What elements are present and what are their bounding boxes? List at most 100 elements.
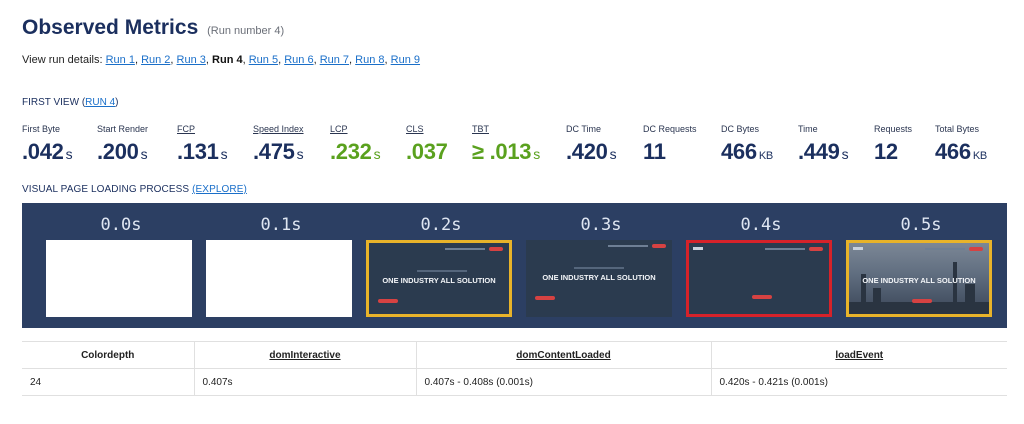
metric-value: 466 <box>721 139 757 164</box>
run-current: Run 4 <box>212 54 243 66</box>
thumb-nav <box>608 245 648 247</box>
run-link-6[interactable]: Run 6 <box>284 54 314 66</box>
filmstrip-frame[interactable]: 0.3s ONE INDUSTRY ALL SOLUTION <box>522 203 680 328</box>
metric-unit: s <box>533 146 540 162</box>
run-link-1[interactable]: Run 1 <box>105 54 135 66</box>
thumb-kicker <box>574 267 624 269</box>
run-number: (Run number 4) <box>207 25 285 37</box>
metric-speed-index[interactable]: Speed Index .475 s <box>253 124 304 165</box>
metric-label[interactable]: FCP <box>177 124 195 134</box>
metric-dc-time: DC Time .420 s <box>566 124 617 165</box>
metric-value: .475 <box>253 139 295 164</box>
thumb-cta <box>809 247 823 251</box>
thumb-nav <box>445 248 485 250</box>
metric-unit: s <box>65 146 73 162</box>
thumb-kicker <box>417 270 467 272</box>
frame-screenshot[interactable] <box>686 240 832 317</box>
table-row: 24 0.407s 0.407s - 0.408s (0.001s) 0.420… <box>22 368 1007 396</box>
metric-label[interactable]: Speed Index <box>253 124 304 134</box>
metric-start-render: Start Render .200 s <box>97 124 148 165</box>
thumb-nav <box>925 248 965 250</box>
visual-loading-label: VISUAL PAGE LOADING PROCESS <box>22 184 190 195</box>
thumb-logo <box>693 247 703 250</box>
run-link-7[interactable]: Run 7 <box>319 54 350 66</box>
metric-label: DC Bytes <box>721 124 760 134</box>
cell-domcontentloaded: 0.407s - 0.408s (0.001s) <box>415 368 711 396</box>
thumb-tower <box>873 288 881 314</box>
run-link-2[interactable]: Run 2 <box>141 54 171 66</box>
thumb-tower <box>965 284 975 314</box>
metric-label: Requests <box>874 124 913 134</box>
metric-value: .131 <box>177 139 219 164</box>
metric-requests: Requests 12 <box>874 124 912 165</box>
metric-label: Time <box>798 124 818 134</box>
timings-table: Colordepth domInteractive domContentLoad… <box>22 341 1007 396</box>
visual-loading-heading: VISUAL PAGE LOADING PROCESS (EXPLORE) <box>22 184 247 195</box>
run-link-9[interactable]: Run 9 <box>390 54 421 66</box>
metric-label[interactable]: LCP <box>330 124 348 134</box>
explore-link[interactable]: (EXPLORE) <box>192 184 247 195</box>
metric-value: ≥ .013 <box>472 139 532 164</box>
frame-time: 0.0s <box>100 215 142 235</box>
frame-time: 0.5s <box>900 215 942 235</box>
thumb-button <box>912 299 932 303</box>
run-link-8[interactable]: Run 8 <box>355 54 385 66</box>
frame-screenshot[interactable]: ONE INDUSTRY ALL SOLUTION <box>846 240 992 317</box>
metric-unit: s <box>296 146 304 162</box>
metric-value: 466 <box>935 139 971 164</box>
cell-colordepth: 24 <box>22 368 194 396</box>
metric-unit: s <box>609 146 617 162</box>
metric-cls[interactable]: CLS .037 <box>406 124 450 165</box>
column-header-dominteractive[interactable]: domInteractive <box>193 341 416 369</box>
metric-value: .042 <box>22 139 64 164</box>
metric-lcp[interactable]: LCP .232 s <box>330 124 381 165</box>
thumb-tower <box>953 262 957 314</box>
column-header-loadevent[interactable]: loadEvent <box>710 341 1007 369</box>
metric-unit: KB <box>972 150 987 162</box>
frame-hero-text: ONE INDUSTRY ALL SOLUTION <box>862 276 976 285</box>
metric-label[interactable]: CLS <box>406 124 424 134</box>
thumb-cta <box>969 247 983 251</box>
first-view-heading: FIRST VIEW (RUN 4) <box>22 97 119 108</box>
run-details: View run details: Run 1, Run 2, Run 3, R… <box>22 54 421 66</box>
thumb-cta <box>489 247 503 251</box>
metric-label: Start Render <box>97 124 149 134</box>
filmstrip-frame[interactable]: 0.2s ONE INDUSTRY ALL SOLUTION <box>362 203 520 328</box>
first-view-label: FIRST VIEW <box>22 97 80 108</box>
thumb-ground <box>849 302 989 314</box>
first-view-run-link[interactable]: RUN 4 <box>85 97 116 108</box>
metric-label: DC Requests <box>643 124 697 134</box>
filmstrip-frame[interactable]: 0.1s <box>202 203 360 328</box>
metric-unit: s <box>220 146 228 162</box>
frame-time: 0.3s <box>580 215 622 235</box>
frame-hero-text: ONE INDUSTRY ALL SOLUTION <box>382 276 496 285</box>
thumb-button <box>535 296 555 300</box>
thumb-button <box>752 295 772 299</box>
filmstrip-frame[interactable]: 0.4s <box>682 203 840 328</box>
thumb-tower <box>861 274 866 314</box>
column-header-domcontentloaded[interactable]: domContentLoaded <box>415 341 711 369</box>
metric-label: Total Bytes <box>935 124 980 134</box>
metric-value: .200 <box>97 139 139 164</box>
frame-screenshot[interactable]: ONE INDUSTRY ALL SOLUTION <box>366 240 512 317</box>
metric-fcp[interactable]: FCP .131 s <box>177 124 228 165</box>
frame-screenshot[interactable] <box>46 240 192 317</box>
cell-dominteractive: 0.407s <box>193 368 416 396</box>
metric-unit: s <box>841 146 849 162</box>
run-link-5[interactable]: Run 5 <box>248 54 279 66</box>
frame-screenshot[interactable]: ONE INDUSTRY ALL SOLUTION <box>526 240 672 317</box>
metric-label[interactable]: TBT <box>472 124 489 134</box>
filmstrip-frame[interactable]: 0.0s <box>42 203 200 328</box>
thumb-nav <box>765 248 805 250</box>
frame-screenshot[interactable] <box>206 240 352 317</box>
metric-unit: s <box>373 146 381 162</box>
frame-hero-text: ONE INDUSTRY ALL SOLUTION <box>542 273 656 282</box>
frame-time: 0.2s <box>420 215 462 235</box>
metric-tbt[interactable]: TBT ≥ .013 s <box>472 124 540 165</box>
frame-time: 0.1s <box>260 215 302 235</box>
run-link-3[interactable]: Run 3 <box>176 54 206 66</box>
thumb-logo <box>853 247 863 250</box>
filmstrip-frame[interactable]: 0.5s ONE INDUSTRY ALL SOLUTION <box>842 203 1000 328</box>
column-header-colordepth: Colordepth <box>22 341 194 369</box>
metric-value: .420 <box>566 139 608 164</box>
